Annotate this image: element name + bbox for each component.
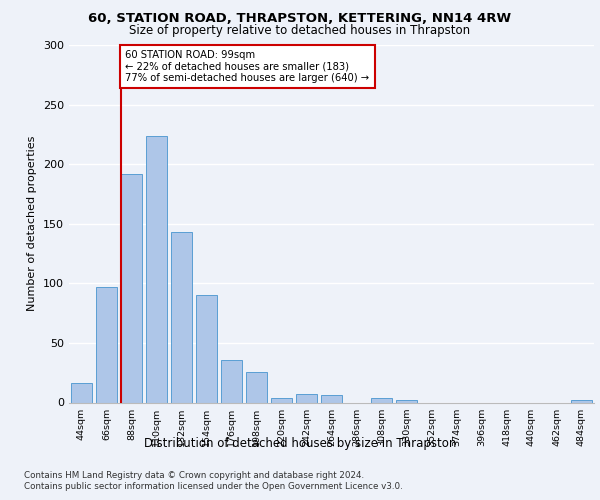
Text: Contains HM Land Registry data © Crown copyright and database right 2024.: Contains HM Land Registry data © Crown c… bbox=[24, 471, 364, 480]
Bar bbox=[146, 136, 167, 402]
Y-axis label: Number of detached properties: Number of detached properties bbox=[28, 136, 37, 312]
Bar bbox=[221, 360, 242, 403]
Bar bbox=[246, 372, 267, 402]
Bar bbox=[571, 400, 592, 402]
Text: Size of property relative to detached houses in Thrapston: Size of property relative to detached ho… bbox=[130, 24, 470, 37]
Text: Distribution of detached houses by size in Thrapston: Distribution of detached houses by size … bbox=[144, 438, 456, 450]
Bar bbox=[121, 174, 142, 402]
Bar bbox=[296, 394, 317, 402]
Text: Contains public sector information licensed under the Open Government Licence v3: Contains public sector information licen… bbox=[24, 482, 403, 491]
Bar bbox=[396, 400, 417, 402]
Bar bbox=[321, 396, 342, 402]
Bar bbox=[171, 232, 192, 402]
Bar bbox=[96, 287, 117, 403]
Bar bbox=[71, 384, 92, 402]
Bar bbox=[196, 295, 217, 403]
Text: 60, STATION ROAD, THRAPSTON, KETTERING, NN14 4RW: 60, STATION ROAD, THRAPSTON, KETTERING, … bbox=[88, 12, 512, 26]
Text: 60 STATION ROAD: 99sqm
← 22% of detached houses are smaller (183)
77% of semi-de: 60 STATION ROAD: 99sqm ← 22% of detached… bbox=[125, 50, 370, 83]
Bar bbox=[371, 398, 392, 402]
Bar bbox=[271, 398, 292, 402]
